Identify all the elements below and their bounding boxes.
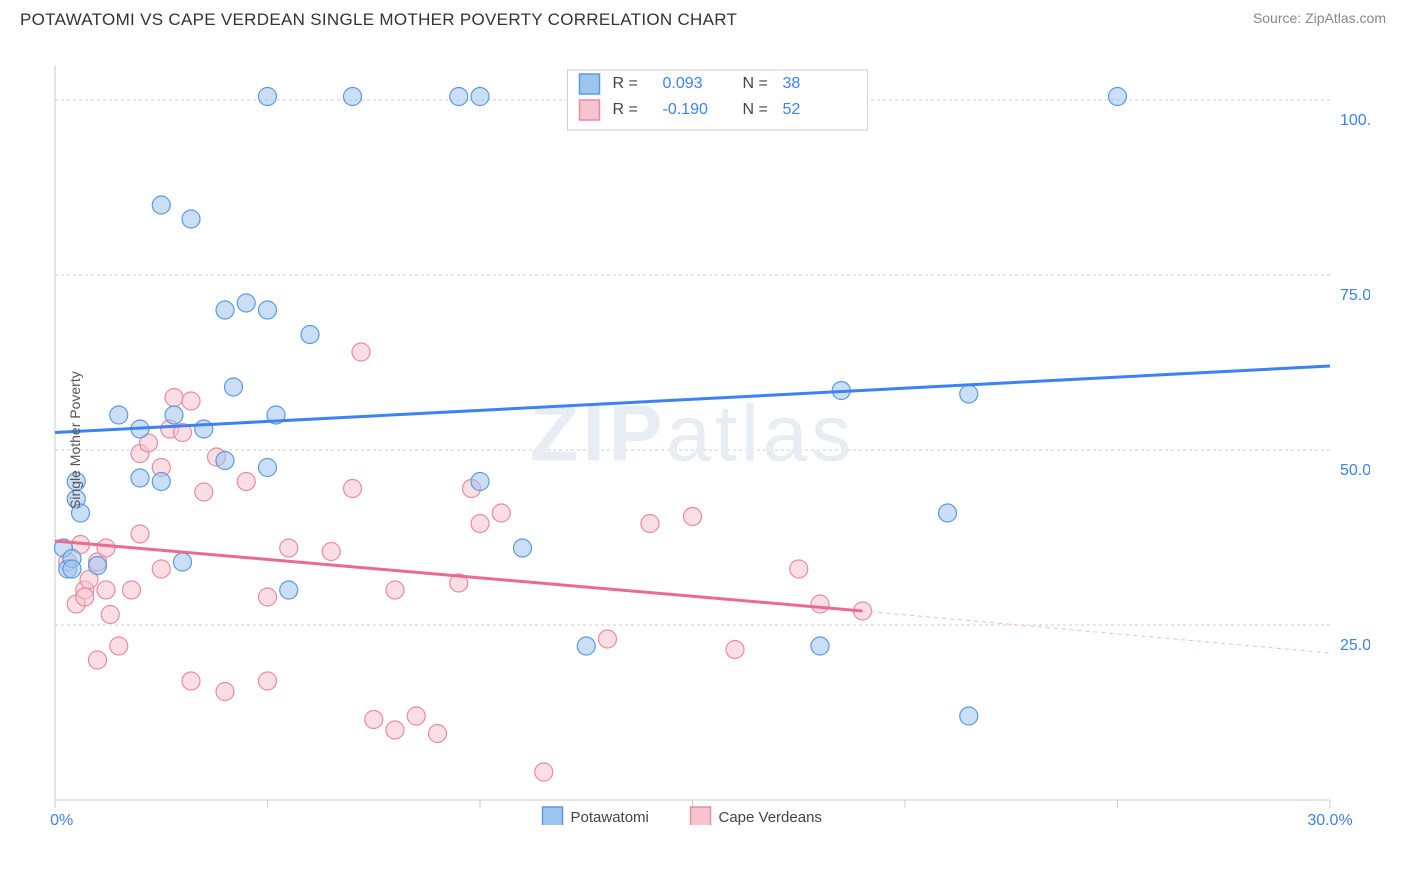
svg-text:30.0%: 30.0% [1307, 812, 1352, 825]
data-point [811, 637, 829, 655]
data-point [450, 88, 468, 106]
data-point [259, 88, 277, 106]
source-credit: Source: ZipAtlas.com [1253, 10, 1386, 30]
data-point [471, 473, 489, 491]
trend-line-cape-verdeans [55, 541, 863, 611]
data-point [960, 385, 978, 403]
data-point [174, 553, 192, 571]
data-point [131, 525, 149, 543]
svg-text:50.0%: 50.0% [1340, 462, 1370, 479]
correlation-stats-box: R = 0.093 N = 38 R = -0.190 N = 52 [568, 70, 868, 130]
data-point [97, 581, 115, 599]
data-point [407, 707, 425, 725]
data-point [684, 508, 702, 526]
data-point [280, 581, 298, 599]
data-point [790, 560, 808, 578]
data-point [726, 641, 744, 659]
data-point [301, 326, 319, 344]
data-point [89, 651, 107, 669]
svg-text:R =: R = [613, 75, 638, 92]
legend-swatch [691, 807, 711, 825]
data-point [344, 88, 362, 106]
data-point [216, 683, 234, 701]
svg-text:-0.190: -0.190 [663, 101, 708, 118]
legend-label: Cape Verdeans [719, 809, 822, 825]
data-point [939, 504, 957, 522]
data-point [471, 88, 489, 106]
data-point [97, 539, 115, 557]
data-point [365, 711, 383, 729]
data-point [386, 721, 404, 739]
data-point [514, 539, 532, 557]
svg-text:100.0%: 100.0% [1340, 112, 1370, 129]
svg-text:52: 52 [783, 101, 801, 118]
data-point [599, 630, 617, 648]
data-point [641, 515, 659, 533]
data-point [237, 294, 255, 312]
data-point [165, 406, 183, 424]
legend-swatch [580, 100, 600, 120]
data-point [344, 480, 362, 498]
svg-text:75.0%: 75.0% [1340, 287, 1370, 304]
data-point [280, 539, 298, 557]
data-point [259, 672, 277, 690]
data-point [195, 483, 213, 501]
chart-title: POTAWATOMI VS CAPE VERDEAN SINGLE MOTHER… [20, 10, 737, 30]
data-point [110, 406, 128, 424]
svg-text:R =: R = [613, 101, 638, 118]
data-point [101, 606, 119, 624]
scatter-chart: 25.0%50.0%75.0%100.0%0.0%30.0%ZIPatlasR … [50, 55, 1370, 825]
data-point [152, 560, 170, 578]
series-legend: Potawatomi Cape Verdeans [543, 807, 822, 825]
data-point [352, 343, 370, 361]
data-point [131, 469, 149, 487]
svg-text:38: 38 [783, 75, 801, 92]
data-point [165, 389, 183, 407]
data-point [577, 637, 595, 655]
data-point [1109, 88, 1127, 106]
data-point [429, 725, 447, 743]
header: POTAWATOMI VS CAPE VERDEAN SINGLE MOTHER… [0, 0, 1406, 35]
data-point [259, 459, 277, 477]
data-point [152, 473, 170, 491]
data-point [182, 672, 200, 690]
data-point [216, 452, 234, 470]
data-point [216, 301, 234, 319]
svg-text:N =: N = [743, 75, 768, 92]
data-point [89, 557, 107, 575]
source-label: Source: [1253, 10, 1301, 26]
data-point [259, 301, 277, 319]
trend-line-cape-verdeans-extrapolated [863, 611, 1331, 653]
data-point [322, 543, 340, 561]
data-point [195, 420, 213, 438]
data-point [123, 581, 141, 599]
data-point [237, 473, 255, 491]
chart-area: Single Mother Poverty 25.0% 50.0% 75.0% 100… [50, 55, 1370, 825]
data-point [182, 392, 200, 410]
data-point [110, 637, 128, 655]
data-point [471, 515, 489, 533]
svg-text:N =: N = [743, 101, 768, 118]
svg-text:ZIPatlas: ZIPatlas [530, 389, 855, 478]
data-point [535, 763, 553, 781]
legend-swatch [543, 807, 563, 825]
data-point [182, 210, 200, 228]
svg-text:0.093: 0.093 [663, 75, 703, 92]
data-point [225, 378, 243, 396]
legend-label: Potawatomi [571, 809, 649, 825]
data-point [386, 581, 404, 599]
data-point [152, 196, 170, 214]
data-point [259, 588, 277, 606]
legend-swatch [580, 74, 600, 94]
source-link[interactable]: ZipAtlas.com [1305, 10, 1386, 26]
data-point [492, 504, 510, 522]
svg-text:25.0%: 25.0% [1340, 637, 1370, 654]
y-axis-label: Single Mother Poverty [65, 55, 85, 825]
data-point [811, 595, 829, 613]
data-point [960, 707, 978, 725]
